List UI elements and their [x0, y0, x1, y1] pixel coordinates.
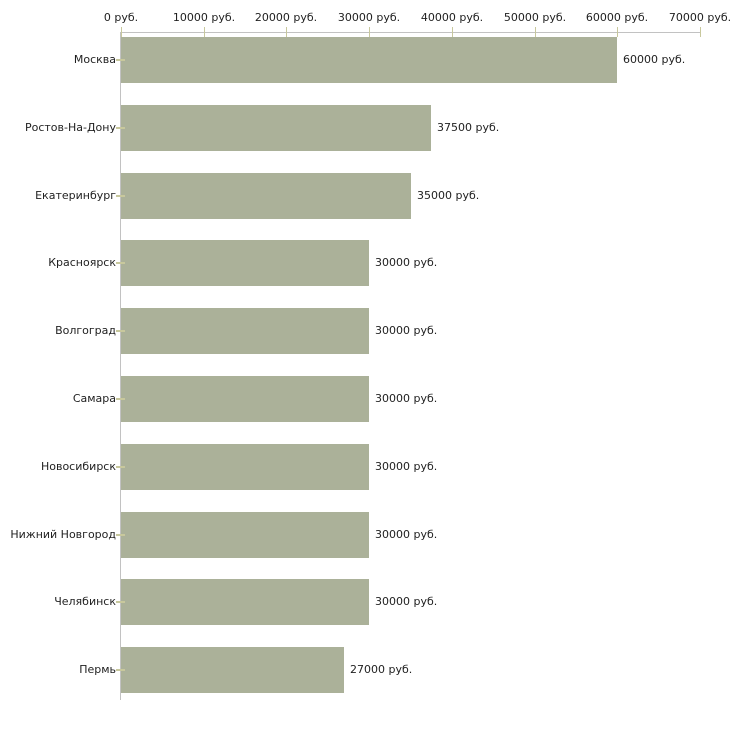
value-label: 27000 руб. [350, 663, 413, 676]
category-tick [116, 669, 125, 671]
x-axis-tick-label: 30000 руб. [337, 11, 401, 24]
x-axis-tick-label: 0 руб. [103, 11, 139, 24]
x-axis-tick [204, 27, 205, 37]
category-tick [116, 59, 125, 61]
category-label: Москва [73, 53, 116, 66]
x-axis-tick-label: 20000 руб. [254, 11, 318, 24]
bar [121, 444, 369, 490]
category-label: Нижний Новгород [10, 528, 116, 541]
category-label: Самара [72, 392, 116, 405]
category-tick [116, 534, 125, 536]
category-label: Челябинск [54, 595, 116, 608]
bar [121, 37, 617, 83]
bar [121, 579, 369, 625]
category-label: Красноярск [48, 256, 116, 269]
x-axis-tick [617, 27, 618, 37]
x-axis-tick-label: 60000 руб. [585, 11, 649, 24]
value-label: 37500 руб. [437, 121, 500, 134]
x-axis-tick [452, 27, 453, 37]
category-tick [116, 127, 125, 129]
x-axis-tick-label: 40000 руб. [420, 11, 484, 24]
category-label: Екатеринбург [35, 189, 116, 202]
value-label: 60000 руб. [623, 53, 686, 66]
x-axis-tick [369, 27, 370, 37]
category-label: Волгоград [55, 324, 116, 337]
value-label: 30000 руб. [375, 392, 438, 405]
x-axis-tick [700, 27, 701, 37]
bar [121, 647, 344, 693]
bar [121, 173, 411, 219]
y-axis-line [120, 32, 121, 700]
bar [121, 240, 369, 286]
bar [121, 308, 369, 354]
bar [121, 512, 369, 558]
value-label: 30000 руб. [375, 256, 438, 269]
category-label: Ростов-На-Дону [24, 121, 116, 134]
value-label: 30000 руб. [375, 324, 438, 337]
bar [121, 376, 369, 422]
value-label: 35000 руб. [417, 189, 480, 202]
x-axis-tick [121, 27, 122, 37]
value-label: 30000 руб. [375, 528, 438, 541]
category-tick [116, 398, 125, 400]
category-tick [116, 601, 125, 603]
category-tick [116, 466, 125, 468]
category-tick [116, 330, 125, 332]
x-axis-tick [535, 27, 536, 37]
bar [121, 105, 431, 151]
value-label: 30000 руб. [375, 595, 438, 608]
category-label: Новосибирск [40, 460, 116, 473]
category-tick [116, 262, 125, 264]
category-label: Пермь [79, 663, 116, 676]
x-axis-tick-label: 50000 руб. [503, 11, 567, 24]
x-axis-tick-label: 70000 руб. [668, 11, 730, 24]
value-label: 30000 руб. [375, 460, 438, 473]
x-axis-line [121, 32, 700, 33]
category-tick [116, 195, 125, 197]
x-axis-tick [286, 27, 287, 37]
x-axis-tick-label: 10000 руб. [172, 11, 236, 24]
